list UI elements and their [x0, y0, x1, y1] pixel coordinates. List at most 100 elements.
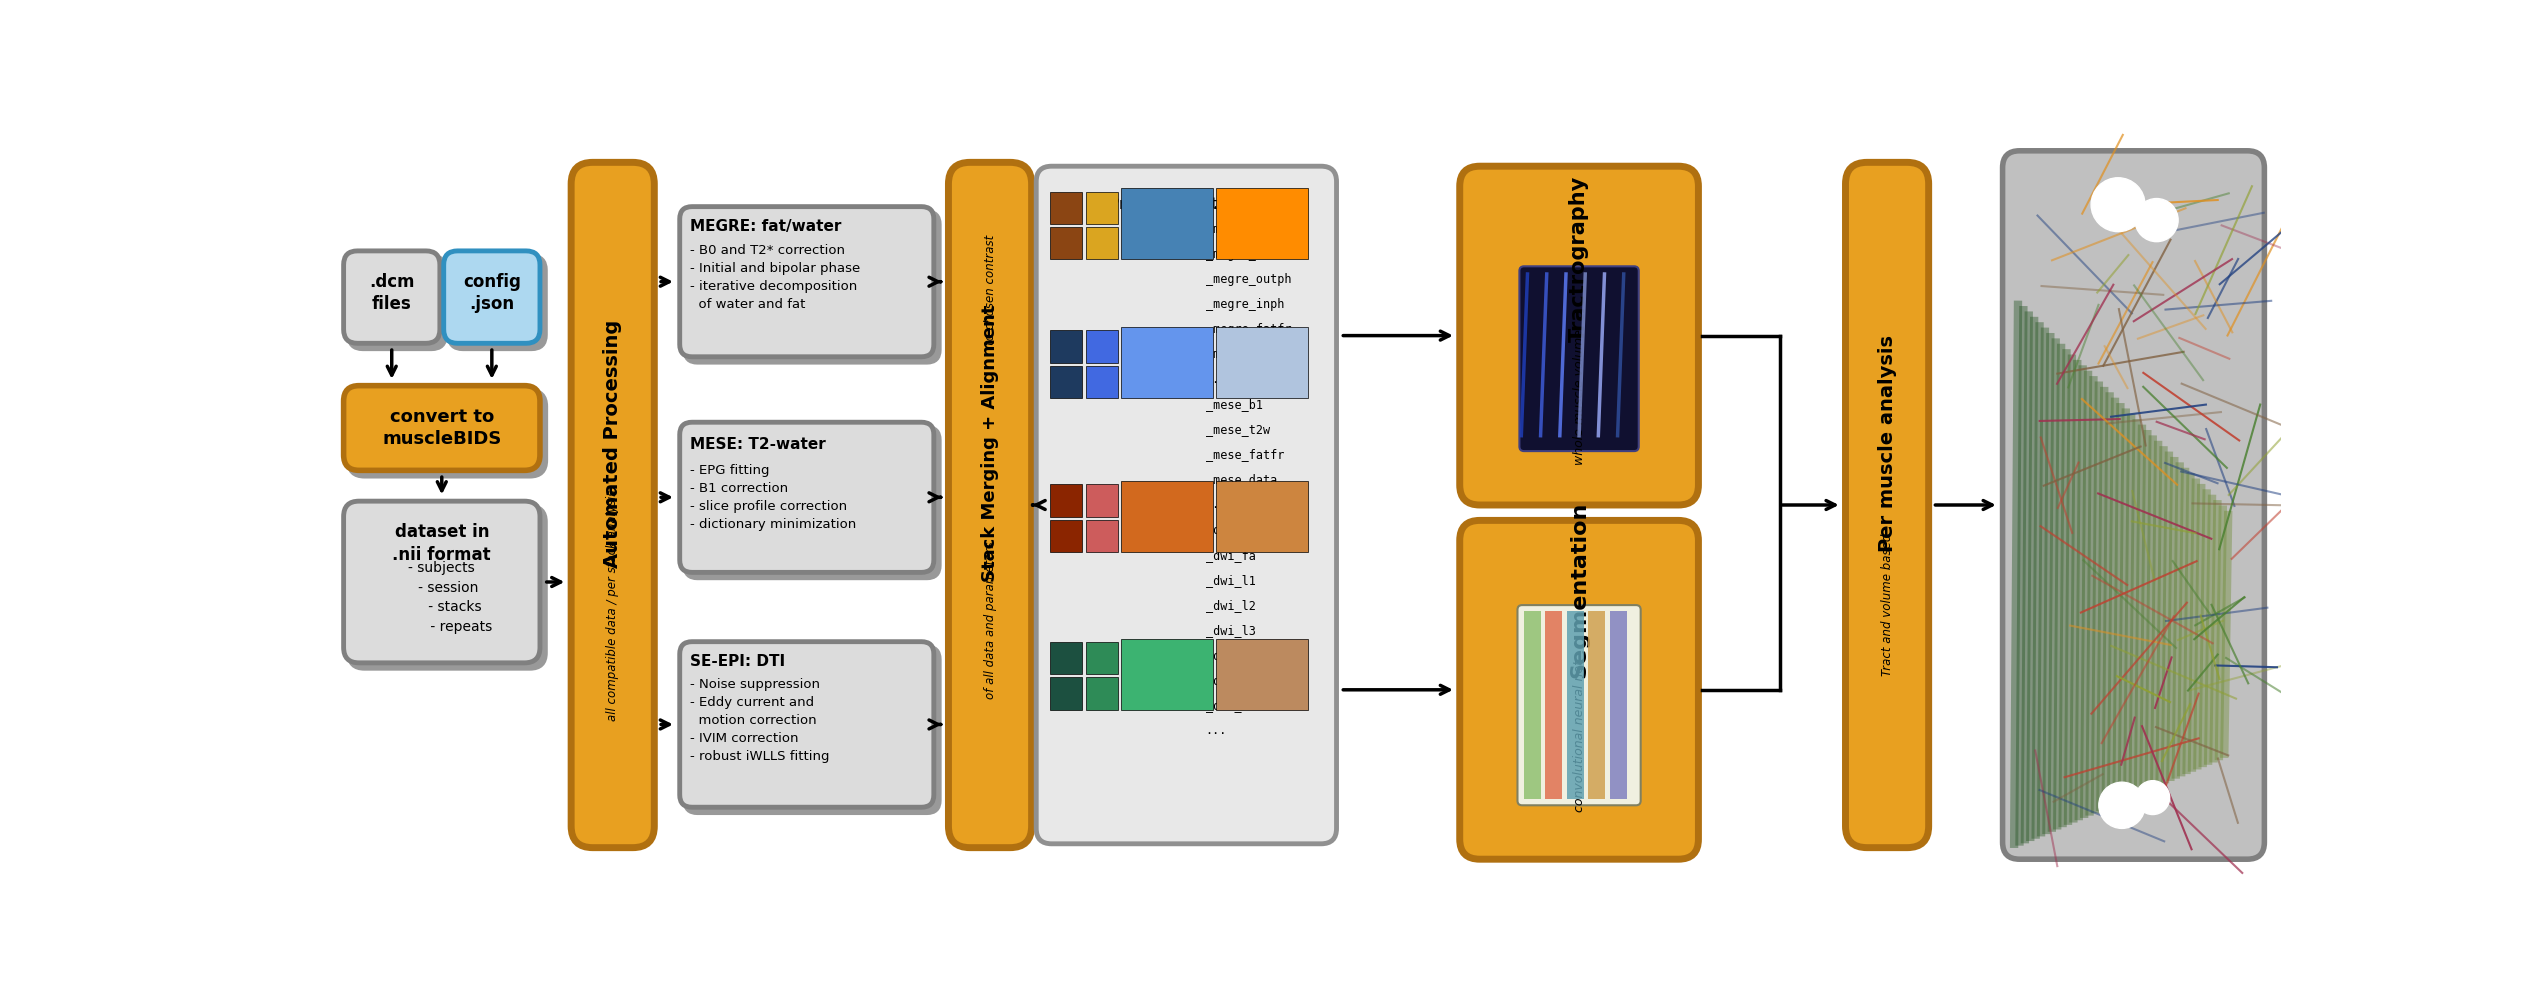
FancyBboxPatch shape — [348, 256, 445, 349]
Text: to chosen contrast: to chosen contrast — [983, 234, 996, 345]
FancyBboxPatch shape — [1085, 192, 1118, 224]
FancyBboxPatch shape — [1121, 188, 1215, 259]
Text: _dwi_fa: _dwi_fa — [1204, 549, 1255, 562]
FancyBboxPatch shape — [343, 501, 541, 663]
Text: ...: ... — [1204, 498, 1227, 512]
Text: - Noise suppression
- Eddy current and
  motion correction
- IVIM correction
- r: - Noise suppression - Eddy current and m… — [691, 678, 831, 763]
FancyBboxPatch shape — [2002, 151, 2264, 859]
FancyBboxPatch shape — [1121, 481, 1215, 552]
FancyBboxPatch shape — [1085, 642, 1118, 674]
Text: _dwi_l1: _dwi_l1 — [1204, 574, 1255, 587]
Text: - B0 and T2* correction
- Initial and bipolar phase
- iterative decomposition
  : - B0 and T2* correction - Initial and bi… — [691, 244, 861, 311]
Text: Automated Processing: Automated Processing — [602, 319, 623, 568]
FancyBboxPatch shape — [1121, 639, 1215, 710]
Text: config
.json: config .json — [462, 273, 521, 313]
Circle shape — [2091, 178, 2145, 232]
Text: Per muscle analysis: Per muscle analysis — [1878, 335, 1896, 552]
FancyBboxPatch shape — [686, 428, 940, 578]
Text: _dwi_data: _dwi_data — [1204, 699, 1270, 712]
FancyBboxPatch shape — [686, 212, 940, 362]
FancyBboxPatch shape — [1459, 520, 1697, 859]
FancyBboxPatch shape — [1049, 642, 1082, 674]
FancyBboxPatch shape — [445, 251, 541, 343]
FancyBboxPatch shape — [1085, 484, 1118, 517]
Text: _megre_outph: _megre_outph — [1204, 273, 1291, 286]
Text: _dwi_l3: _dwi_l3 — [1204, 624, 1255, 637]
Text: whole muscle volume: whole muscle volume — [1573, 329, 1586, 465]
Text: MESE: T2-water: MESE: T2-water — [691, 437, 826, 452]
Text: _megre_t2star: _megre_t2star — [1204, 248, 1298, 261]
Circle shape — [2137, 781, 2170, 815]
Text: _mese_data: _mese_data — [1204, 473, 1278, 486]
Text: - EPG fitting
- B1 correction
- slice profile correction
- dictionary minimizati: - EPG fitting - B1 correction - slice pr… — [691, 464, 856, 531]
FancyBboxPatch shape — [1611, 611, 1626, 799]
FancyBboxPatch shape — [1520, 266, 1639, 451]
FancyBboxPatch shape — [948, 162, 1032, 848]
FancyBboxPatch shape — [1845, 162, 1929, 848]
Text: ...: ... — [1204, 373, 1227, 386]
FancyBboxPatch shape — [1568, 611, 1583, 799]
Text: convolutional neural net: convolutional neural net — [1573, 660, 1586, 812]
Text: - subjects
   - session
      - stacks
         - repeats: - subjects - session - stacks - repeats — [391, 561, 493, 634]
FancyBboxPatch shape — [450, 256, 546, 349]
Text: Tract and volume based: Tract and volume based — [1880, 534, 1893, 676]
Text: _mese_b1: _mese_b1 — [1204, 398, 1263, 411]
Text: ...: ... — [1204, 198, 1227, 211]
Text: _megre_fatfr: _megre_fatfr — [1204, 323, 1291, 336]
FancyBboxPatch shape — [1545, 611, 1563, 799]
FancyBboxPatch shape — [348, 507, 546, 668]
FancyBboxPatch shape — [1215, 327, 1309, 398]
Text: SE-EPI: DTI: SE-EPI: DTI — [691, 654, 785, 669]
FancyBboxPatch shape — [1049, 677, 1082, 710]
FancyBboxPatch shape — [1215, 639, 1309, 710]
Text: _dwi_snr: _dwi_snr — [1204, 649, 1263, 662]
FancyBboxPatch shape — [1517, 605, 1641, 805]
FancyBboxPatch shape — [1037, 166, 1337, 844]
Circle shape — [2099, 782, 2145, 828]
FancyBboxPatch shape — [1085, 366, 1118, 398]
Text: all compatible data / per stack analysis: all compatible data / per stack analysis — [607, 489, 620, 721]
Text: ...: ... — [1204, 724, 1227, 737]
FancyBboxPatch shape — [678, 207, 935, 357]
Text: _mese_fatfr: _mese_fatfr — [1204, 448, 1283, 461]
FancyBboxPatch shape — [1049, 192, 1082, 224]
FancyBboxPatch shape — [1049, 330, 1082, 363]
FancyBboxPatch shape — [1085, 330, 1118, 363]
Text: of all data and parameters: of all data and parameters — [983, 542, 996, 699]
Circle shape — [2134, 199, 2178, 242]
Text: Tractrography: Tractrography — [1570, 175, 1588, 342]
Text: Segmentation: Segmentation — [1570, 502, 1588, 678]
FancyBboxPatch shape — [1049, 366, 1082, 398]
FancyBboxPatch shape — [1085, 520, 1118, 552]
FancyBboxPatch shape — [572, 162, 656, 848]
FancyBboxPatch shape — [1049, 520, 1082, 552]
FancyBboxPatch shape — [1049, 227, 1082, 259]
FancyBboxPatch shape — [1085, 227, 1118, 259]
Text: dataset in
.nii format: dataset in .nii format — [391, 523, 490, 564]
Text: _megre_b0: _megre_b0 — [1204, 223, 1270, 236]
FancyBboxPatch shape — [1121, 327, 1215, 398]
FancyBboxPatch shape — [1459, 166, 1697, 505]
Text: _mese_t2w: _mese_t2w — [1204, 423, 1270, 436]
FancyBboxPatch shape — [1049, 484, 1082, 517]
Text: _dwi_fr: _dwi_fr — [1204, 674, 1255, 687]
Text: _dwi_l2: _dwi_l2 — [1204, 599, 1255, 612]
Text: Stack Merging + Alignment: Stack Merging + Alignment — [981, 305, 999, 582]
Text: _megre_data: _megre_data — [1204, 348, 1283, 361]
FancyBboxPatch shape — [686, 647, 940, 813]
FancyBboxPatch shape — [1085, 677, 1118, 710]
FancyBboxPatch shape — [343, 386, 541, 470]
FancyBboxPatch shape — [678, 422, 935, 572]
FancyBboxPatch shape — [343, 251, 440, 343]
FancyBboxPatch shape — [1215, 481, 1309, 552]
FancyBboxPatch shape — [348, 391, 546, 476]
Text: MEGRE: fat/water: MEGRE: fat/water — [691, 219, 841, 234]
FancyBboxPatch shape — [678, 642, 935, 807]
Text: _megre_inph: _megre_inph — [1204, 298, 1283, 311]
FancyBboxPatch shape — [1525, 611, 1540, 799]
Text: convert to
muscleBIDS: convert to muscleBIDS — [381, 408, 501, 448]
FancyBboxPatch shape — [1215, 188, 1309, 259]
Text: _dwi_md: _dwi_md — [1204, 524, 1255, 537]
FancyBboxPatch shape — [1588, 611, 1606, 799]
Text: Processed data sets: Processed data sets — [1110, 197, 1263, 212]
